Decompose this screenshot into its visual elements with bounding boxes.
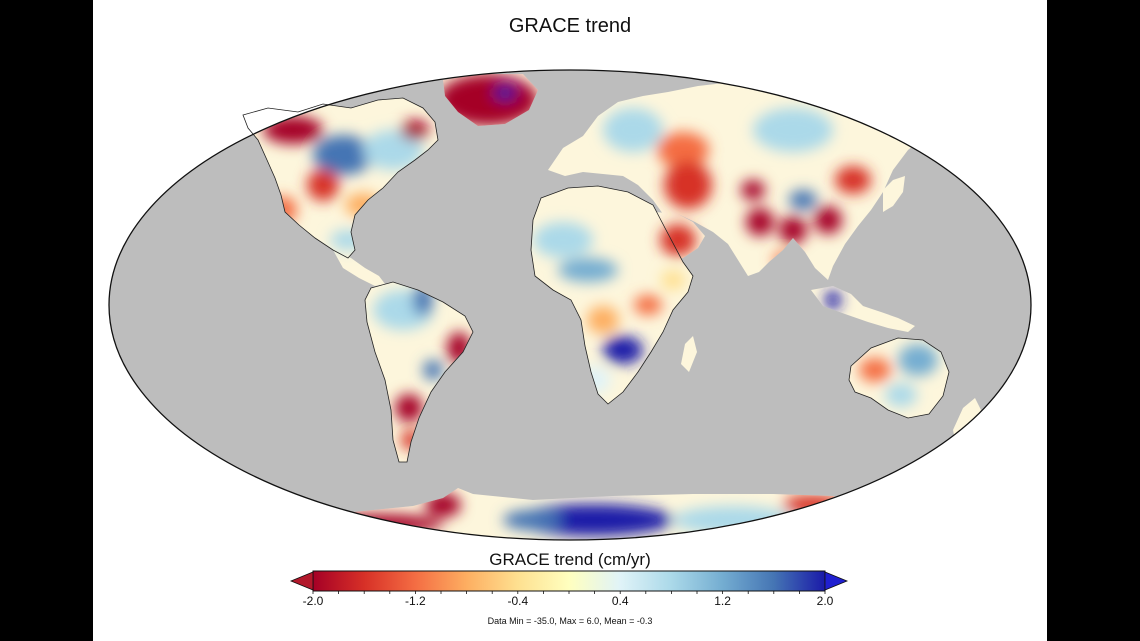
tick-label: -0.4 [507,594,529,608]
tick-label: 1.2 [714,594,731,608]
figure-panel: GRACE trend [93,0,1047,641]
world-map [108,69,1032,594]
colorbar-gradient [312,570,826,592]
colorbar-low-arrow [289,571,314,591]
globe-outline [108,69,1032,541]
colorbar [289,570,849,594]
tick-label: -1.2 [405,594,426,608]
colorbar-high-arrow [824,571,849,591]
tick-label: 0.4 [611,594,629,608]
tick-label: -2.0 [302,594,324,608]
data-stats: Data Min = -35.0, Max = 6.0, Mean = -0.3 [487,616,653,626]
map-title: GRACE trend [508,15,632,37]
colorbar-title: GRACE trend (cm/yr) [489,550,651,569]
tick-label: 2.0 [816,594,834,608]
